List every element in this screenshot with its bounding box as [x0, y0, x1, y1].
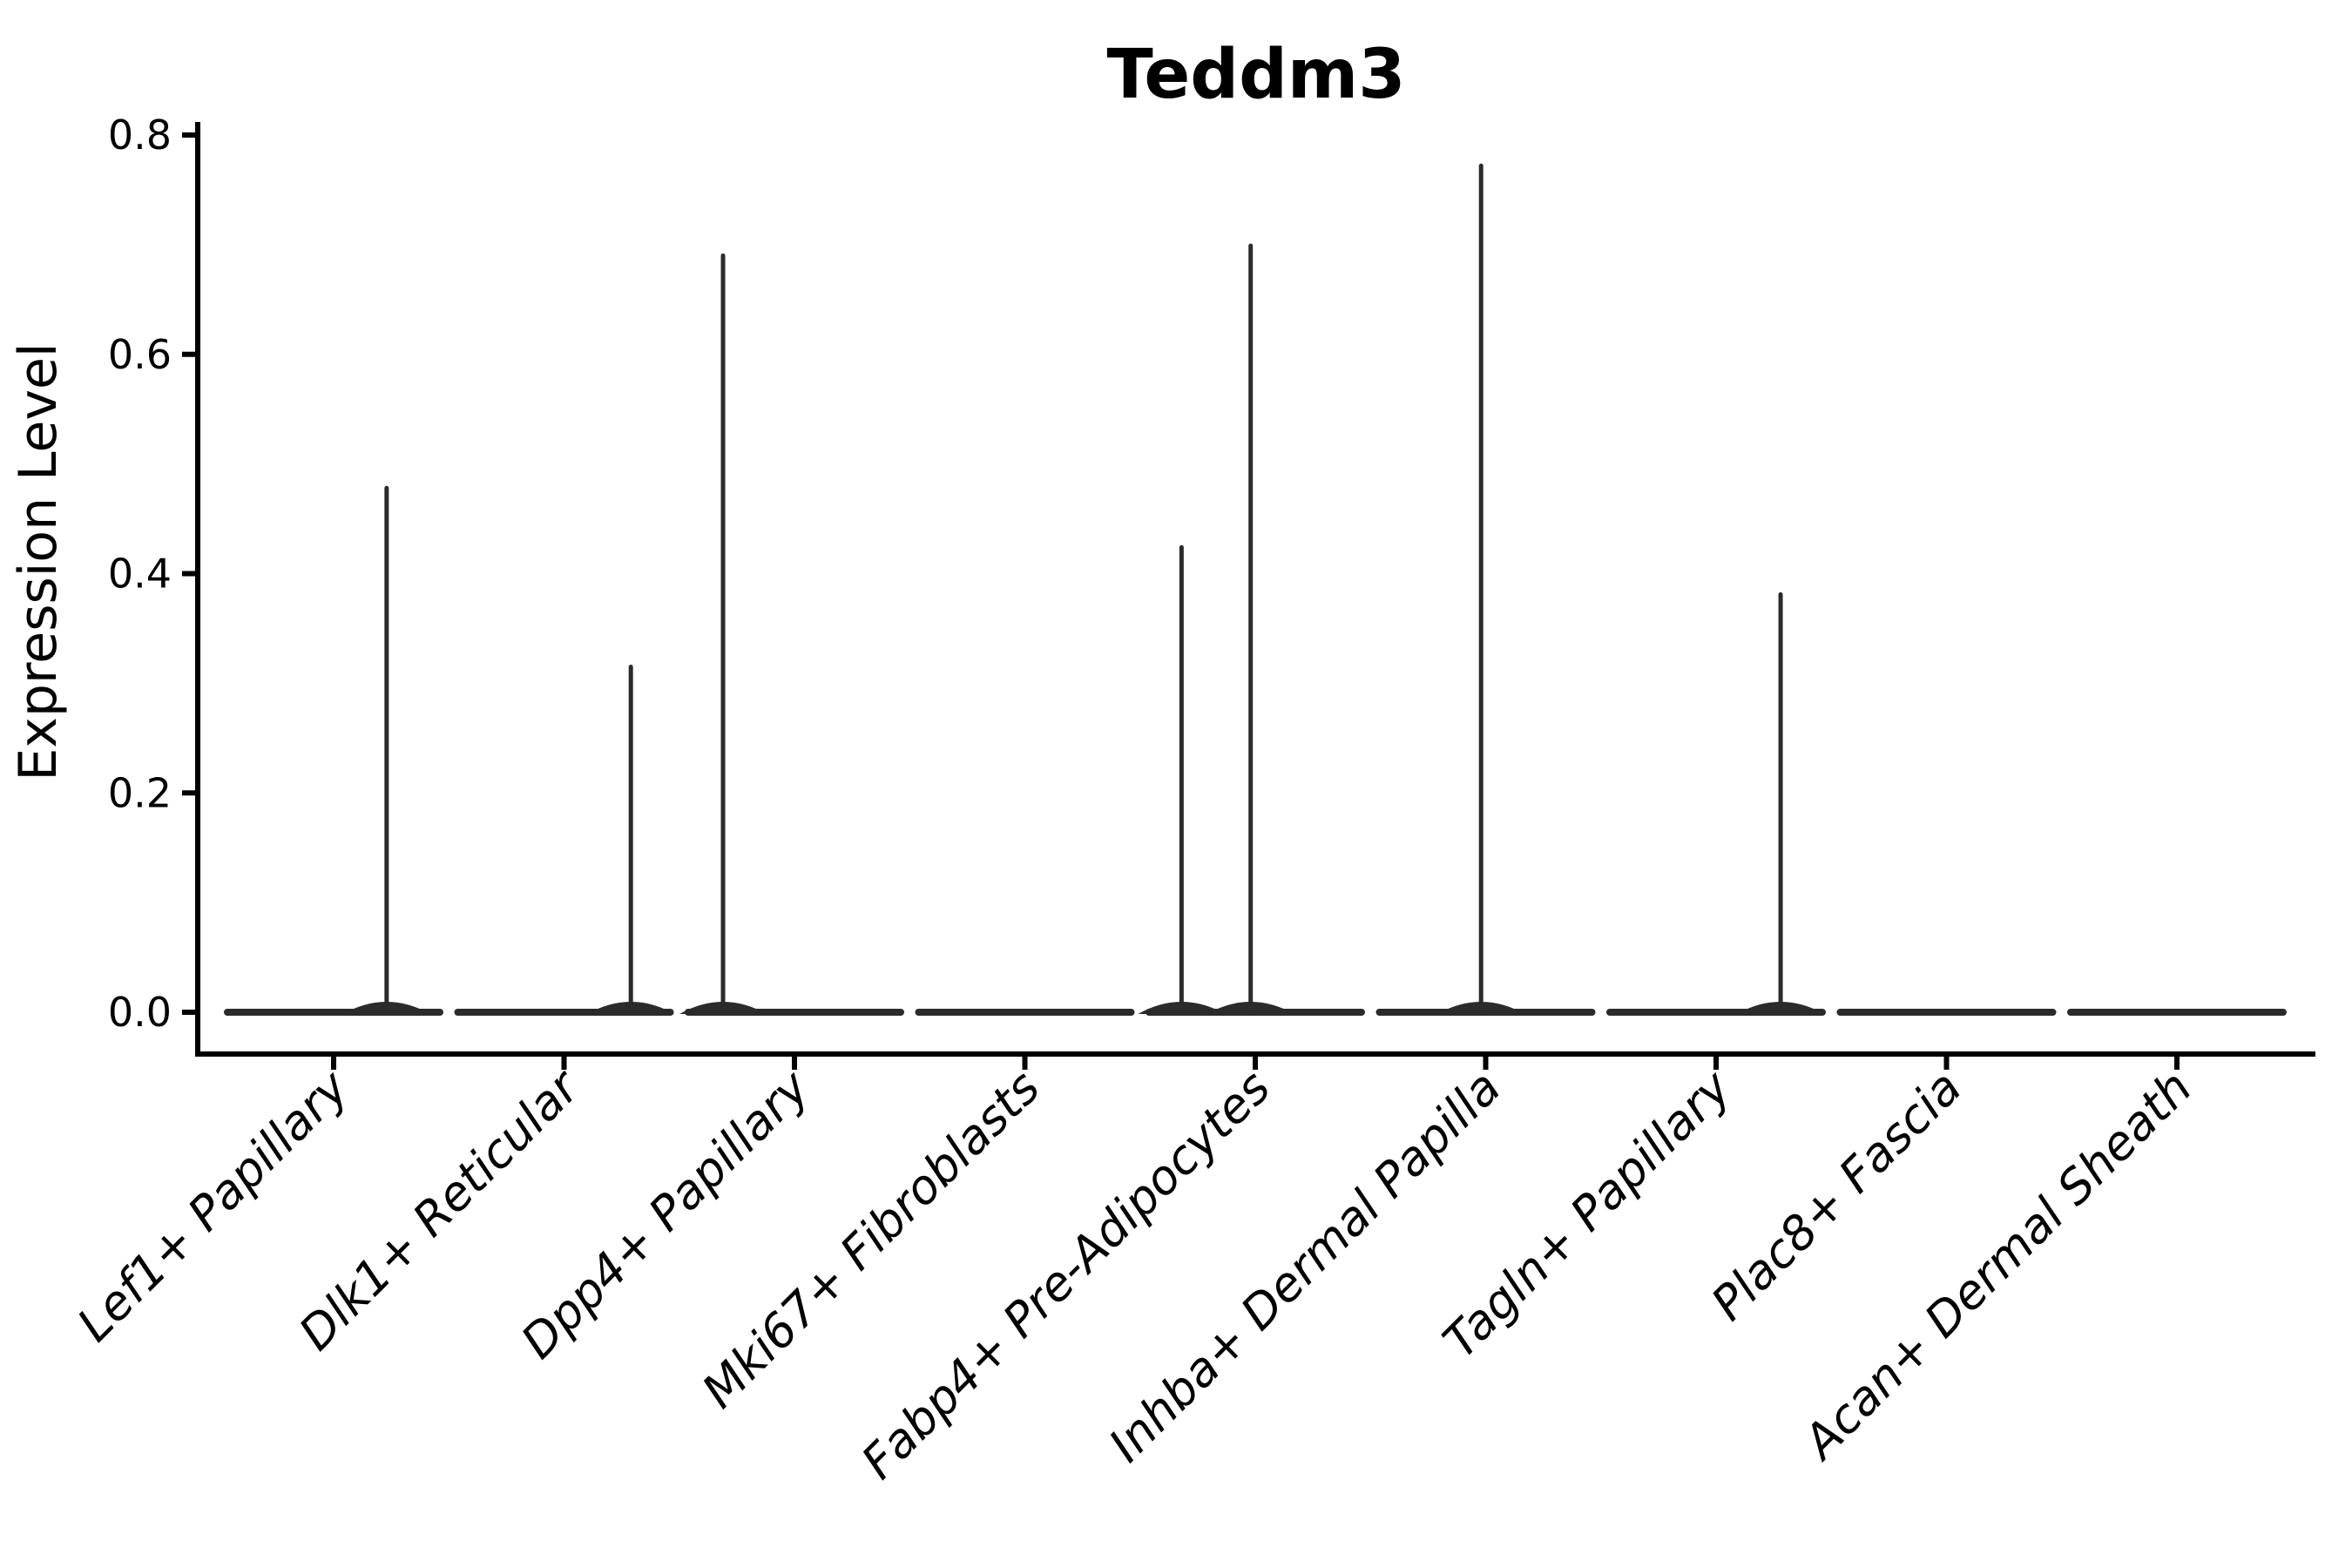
axes — [195, 122, 2315, 1057]
y-tick-label: 0.4 — [108, 551, 172, 598]
y-tick-label: 0.8 — [108, 112, 172, 159]
violin — [1375, 163, 1596, 1016]
chart-title: Teddm3 — [1107, 36, 1406, 114]
x-tick-label: Fabp4+ Pre-Adipocytes — [851, 1060, 1281, 1490]
x-tick-label: Inhba+ Dermal Papilla — [1098, 1060, 1511, 1473]
y-tick-label: 0.0 — [108, 989, 172, 1036]
x-tick-label: Acan+ Dermal Sheath — [1791, 1060, 2202, 1471]
violin — [454, 664, 675, 1016]
violin — [1138, 243, 1365, 1016]
x-tick-label: Plac8+ Fascia — [1700, 1060, 1971, 1331]
violin — [1606, 591, 1826, 1016]
y-tick-label: 0.2 — [108, 769, 172, 816]
y-axis-ticks: 0.0 0.2 0.4 0.6 0.8 — [108, 112, 198, 1036]
violin — [224, 485, 443, 1016]
violin — [679, 253, 904, 1016]
y-tick-label: 0.6 — [108, 331, 172, 378]
violins — [224, 163, 2287, 1016]
y-axis-label: Expression Level — [8, 342, 69, 781]
